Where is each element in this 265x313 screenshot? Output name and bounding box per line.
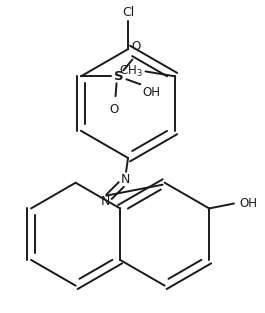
Text: OH: OH xyxy=(239,197,257,210)
Text: CH$_3$: CH$_3$ xyxy=(119,64,143,79)
Text: Cl: Cl xyxy=(122,7,134,19)
Text: OH: OH xyxy=(142,86,160,99)
Text: O: O xyxy=(109,103,118,116)
Text: O: O xyxy=(132,40,141,53)
Text: S: S xyxy=(114,70,123,83)
Text: N: N xyxy=(101,195,110,208)
Text: N: N xyxy=(120,173,130,186)
